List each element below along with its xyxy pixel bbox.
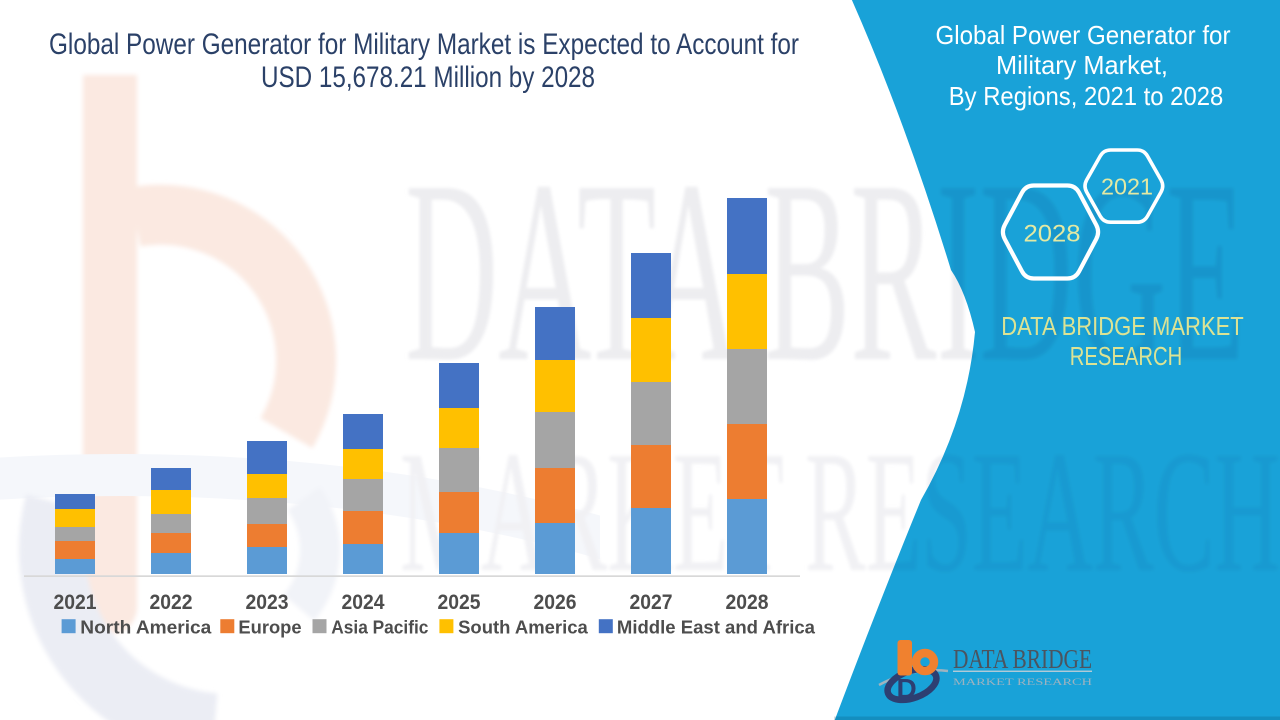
svg-text:Global Power Generator for: Global Power Generator for xyxy=(936,20,1231,50)
svg-text:South America: South America xyxy=(458,617,589,637)
svg-text:Middle East and Africa: Middle East and Africa xyxy=(617,617,816,637)
svg-text:Global Power Generator for Mil: Global Power Generator for Military Mark… xyxy=(49,28,799,61)
svg-text:2025: 2025 xyxy=(438,591,481,614)
svg-text:2026: 2026 xyxy=(534,591,577,614)
svg-text:2021: 2021 xyxy=(1101,174,1153,200)
svg-text:North America: North America xyxy=(80,617,212,637)
svg-text:2028: 2028 xyxy=(726,591,769,614)
svg-text:DATA BRIDGE MARKET: DATA BRIDGE MARKET xyxy=(1001,311,1244,341)
svg-text:USD 15,678.21 Million by 2028: USD 15,678.21 Million by 2028 xyxy=(261,61,595,94)
svg-text:By Regions, 2021 to 2028: By Regions, 2021 to 2028 xyxy=(949,81,1224,111)
svg-text:D: D xyxy=(897,673,917,704)
svg-text:2027: 2027 xyxy=(630,591,673,614)
svg-text:DATA BRIDGE: DATA BRIDGE xyxy=(953,644,1092,674)
svg-text:2028: 2028 xyxy=(1024,221,1081,248)
svg-text:2023: 2023 xyxy=(246,591,289,614)
svg-text:2022: 2022 xyxy=(150,591,193,614)
svg-text:MARKET RESEARCH: MARKET RESEARCH xyxy=(953,678,1092,688)
svg-text:2021: 2021 xyxy=(54,591,97,614)
svg-text:Military Market,: Military Market, xyxy=(996,50,1168,80)
svg-text:Europe: Europe xyxy=(238,617,301,637)
svg-text:RESEARCH: RESEARCH xyxy=(1070,341,1183,371)
svg-text:Asia Pacific: Asia Pacific xyxy=(331,617,428,637)
svg-text:2024: 2024 xyxy=(342,591,385,614)
